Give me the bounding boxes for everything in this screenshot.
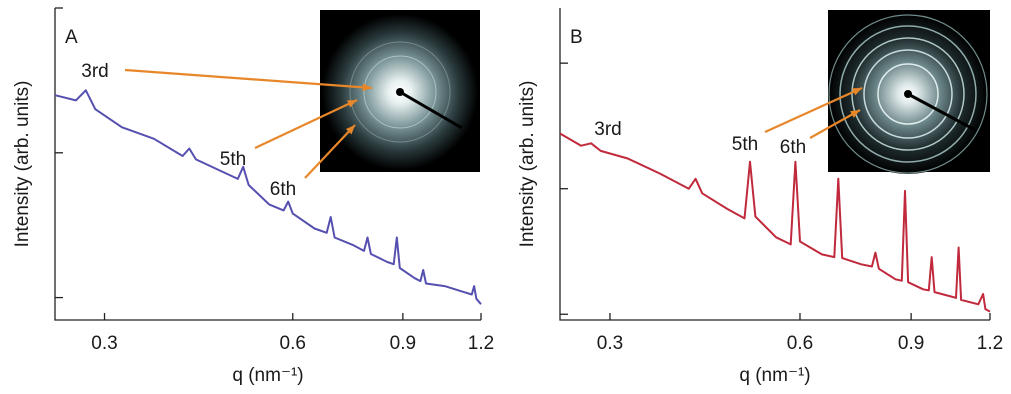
- y-axis-label: Intensity (arb. units): [12, 81, 33, 248]
- y-axis-label: Intensity (arb. units): [517, 81, 538, 248]
- annotation: 6th: [270, 179, 296, 200]
- x-tick-label: 0.6: [280, 333, 306, 354]
- x-tick-label: 0.3: [91, 333, 117, 354]
- figure: 0.3 0.6 0.9 1.2 q (nm⁻¹) Intensity (arb. unit…: [0, 0, 1011, 394]
- x-tick-label: 0.9: [898, 333, 924, 354]
- x-axis-label: q (nm⁻¹): [232, 365, 303, 386]
- x-tick-label: 1.2: [977, 333, 1003, 354]
- x-tick-label: 0.6: [787, 333, 813, 354]
- annotation: 3rd: [81, 61, 108, 82]
- panel-label: A: [65, 27, 78, 48]
- inset-a: [320, 10, 480, 172]
- annotation: 6th: [780, 137, 806, 158]
- x-axis-label: q (nm⁻¹): [739, 365, 810, 386]
- x-tick-label: 0.3: [597, 333, 623, 354]
- x-tick-label: 1.2: [468, 333, 494, 354]
- annotation: 5th: [732, 134, 758, 155]
- panel-label: B: [570, 27, 583, 48]
- annotation: 5th: [220, 149, 246, 170]
- x-tick-label: 0.9: [390, 333, 416, 354]
- annotation: 3rd: [594, 119, 621, 140]
